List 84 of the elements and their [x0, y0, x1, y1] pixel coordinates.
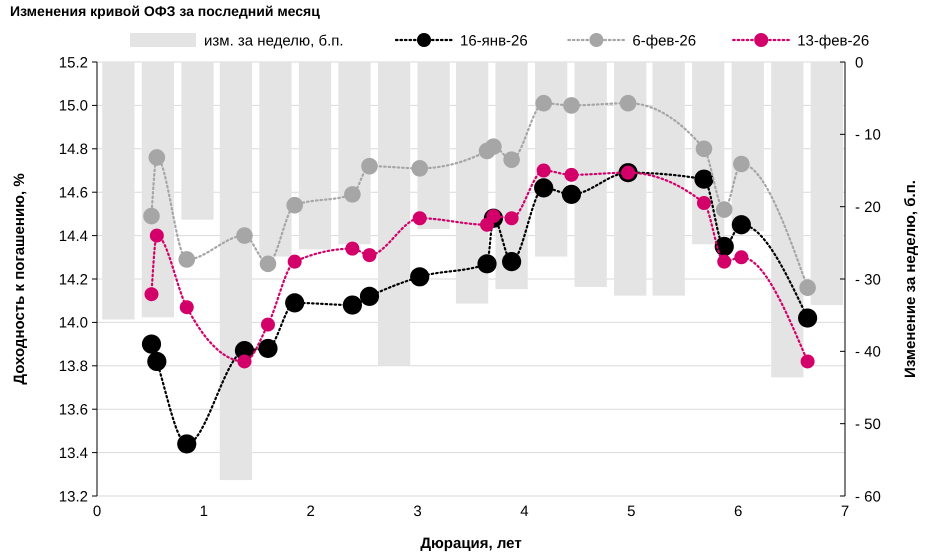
point [485, 138, 502, 155]
point [502, 252, 522, 272]
legend-label: 13-фев-26 [797, 32, 870, 50]
x-tick-label: 7 [840, 503, 850, 520]
point [178, 251, 196, 268]
x-tick-label: 4 [520, 503, 529, 520]
point [620, 94, 636, 112]
point [800, 354, 815, 368]
legend-label: 16-янв-26 [460, 32, 528, 50]
y-tick-label: 14.4 [58, 228, 88, 245]
point [258, 338, 278, 358]
point [733, 156, 750, 172]
x-axis-title: Дюрация, лет [420, 535, 522, 552]
point [564, 168, 578, 182]
x-tick-label: 2 [306, 503, 315, 520]
point [147, 352, 166, 372]
point [285, 293, 304, 312]
y-axis-title: Доходность к погашению, % [11, 173, 28, 385]
point [534, 178, 554, 198]
point [360, 286, 380, 306]
x-tick-label: 6 [734, 503, 742, 520]
point [799, 279, 816, 296]
y-tick-label: 14.0 [58, 314, 88, 332]
point [144, 287, 158, 302]
point [362, 248, 376, 262]
point [563, 97, 580, 114]
point [696, 196, 711, 210]
point [143, 208, 160, 224]
y2-tick-label: - 20 [855, 198, 881, 216]
point [286, 196, 303, 214]
y2-tick-label: - 60 [855, 488, 881, 506]
point [150, 228, 164, 243]
point [236, 227, 253, 244]
x-tick-label: 5 [627, 503, 636, 520]
point [412, 211, 427, 226]
point [504, 211, 519, 226]
y-tick-label: 13.2 [58, 488, 88, 506]
y2-tick-label: - 30 [855, 271, 881, 288]
point [342, 295, 362, 315]
point [535, 94, 552, 112]
point [798, 308, 818, 328]
x-tick-label: 0 [92, 503, 102, 520]
y-tick-label: 14.2 [58, 271, 88, 288]
point [345, 242, 360, 256]
point [237, 354, 252, 368]
point [696, 140, 712, 158]
y-tick-label: 14.6 [58, 184, 88, 202]
y-tick-label: 13.8 [58, 358, 88, 376]
point [732, 215, 751, 234]
y-tick-label: 15.0 [58, 98, 88, 115]
point [361, 158, 378, 174]
y-tick-label: 13.4 [58, 444, 88, 462]
point [694, 170, 714, 189]
point [148, 149, 166, 166]
x-tick-label: 1 [200, 503, 208, 520]
point [536, 164, 551, 178]
point [503, 151, 520, 168]
point [260, 318, 275, 332]
point [717, 254, 732, 269]
y-tick-label: 15.2 [58, 54, 88, 72]
point [260, 256, 276, 272]
point [288, 254, 302, 269]
point [410, 267, 430, 286]
y2-tick-label: 0 [855, 54, 864, 72]
y-tick-label: 14.8 [58, 141, 88, 158]
point [734, 250, 748, 264]
y-tick-label: 13.6 [58, 401, 88, 418]
legend-label: изм. за неделю, б.п. [204, 32, 344, 50]
chart-title: Изменения кривой ОФЗ за последний месяц [10, 3, 320, 19]
point [714, 236, 734, 256]
point [562, 184, 582, 204]
y2-axis-title: Изменение за неделю, б.п. [902, 180, 919, 378]
point [477, 254, 497, 274]
legend-label: 6-фев-26 [632, 32, 696, 50]
point [344, 186, 361, 203]
point [142, 334, 162, 354]
point [411, 160, 428, 177]
point [177, 434, 196, 454]
y2-tick-label: - 10 [855, 126, 881, 144]
point [716, 201, 733, 218]
y2-tick-label: - 40 [855, 344, 881, 361]
y2-tick-label: - 50 [855, 416, 881, 433]
point [180, 300, 194, 314]
x-tick-label: 3 [413, 503, 422, 520]
